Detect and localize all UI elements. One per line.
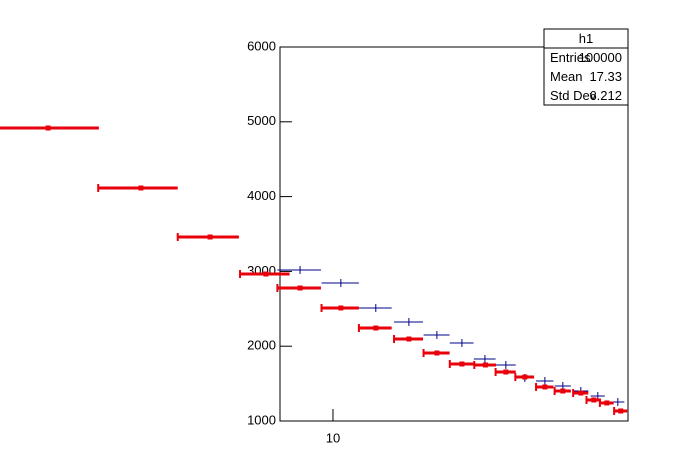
stats-label: Entries — [550, 50, 591, 65]
marker — [263, 271, 269, 277]
stats-value: 17.33 — [589, 69, 622, 84]
marker — [45, 125, 51, 131]
stats-label: Mean — [550, 69, 583, 84]
stats-label: Std Dev — [550, 88, 597, 103]
y-tick-label: 3000 — [247, 263, 276, 278]
marker — [373, 325, 379, 331]
marker — [207, 234, 213, 240]
marker — [560, 388, 566, 394]
marker — [522, 374, 528, 380]
marker — [482, 362, 488, 368]
marker — [434, 350, 440, 356]
marker — [578, 390, 584, 396]
x-tick-label: 10 — [326, 430, 340, 445]
marker — [542, 384, 548, 390]
marker — [338, 305, 344, 311]
frame — [279, 46, 629, 422]
marker — [503, 369, 509, 375]
marker — [297, 285, 303, 291]
marker — [406, 336, 412, 342]
marker — [459, 361, 465, 367]
marker — [618, 408, 624, 414]
marker — [138, 185, 144, 191]
marker — [591, 397, 597, 403]
y-tick-label: 4000 — [247, 188, 276, 203]
stats-value: 6.212 — [589, 88, 622, 103]
y-tick-label: 2000 — [247, 338, 276, 353]
y-tick-label: 1000 — [247, 412, 276, 427]
stats-value: 100000 — [579, 50, 622, 65]
stats-box — [543, 28, 629, 106]
marker — [604, 400, 610, 406]
y-tick-label: 6000 — [247, 38, 276, 53]
y-tick-label: 5000 — [247, 113, 276, 128]
stats-title: h1 — [579, 31, 593, 46]
